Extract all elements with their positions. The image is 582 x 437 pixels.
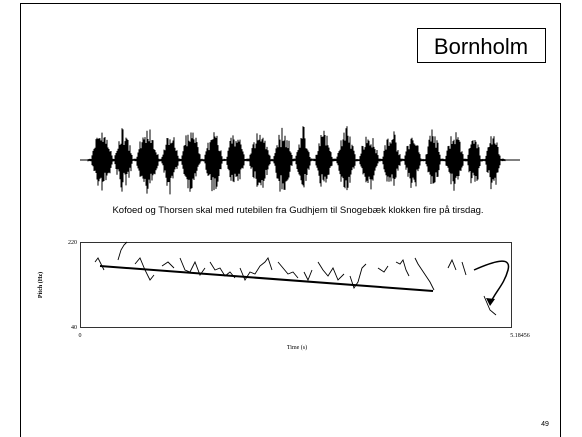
- declination-line: [99, 265, 434, 292]
- x-axis-label: Time (s): [287, 344, 307, 351]
- y-axis-label: Pitch (Hz): [37, 272, 44, 298]
- y-bottom-label: 40: [71, 325, 77, 331]
- caption: Kofoed og Thorsen skal med rutebilen fra…: [112, 205, 483, 216]
- pitch-contours: [94, 241, 497, 316]
- waveform: [80, 126, 520, 195]
- plot-frame: [80, 242, 512, 328]
- page-number: 49: [541, 421, 549, 428]
- y-top-label: 220: [68, 240, 77, 246]
- arrow: [473, 260, 510, 305]
- x-right-label: 5.18456: [510, 333, 530, 339]
- title-box: [417, 28, 546, 63]
- slide-title: Bornholm: [434, 34, 528, 59]
- arrow-head: [486, 298, 495, 306]
- slide-frame: [20, 3, 561, 437]
- x-left-label: 0: [79, 333, 82, 339]
